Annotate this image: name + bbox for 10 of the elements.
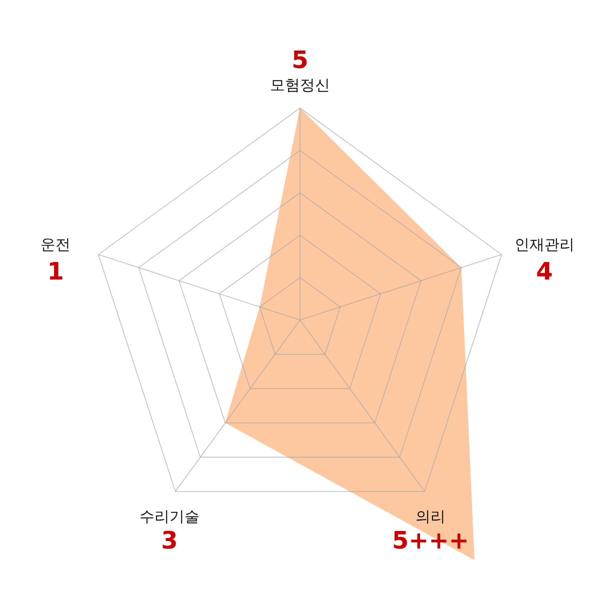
spoke-label: 운전 <box>40 235 71 254</box>
spoke-label: 수리기술 <box>140 508 200 526</box>
spoke-label: 인재관리 <box>514 235 574 254</box>
text: 5 <box>292 46 308 74</box>
spoke-label: 의리 <box>415 508 446 526</box>
text: 4 <box>536 257 553 286</box>
text: 1 <box>47 257 64 286</box>
spoke-label: 모험정신 <box>270 76 330 94</box>
text: 5+++ <box>392 526 470 555</box>
text: 3 <box>161 526 178 555</box>
